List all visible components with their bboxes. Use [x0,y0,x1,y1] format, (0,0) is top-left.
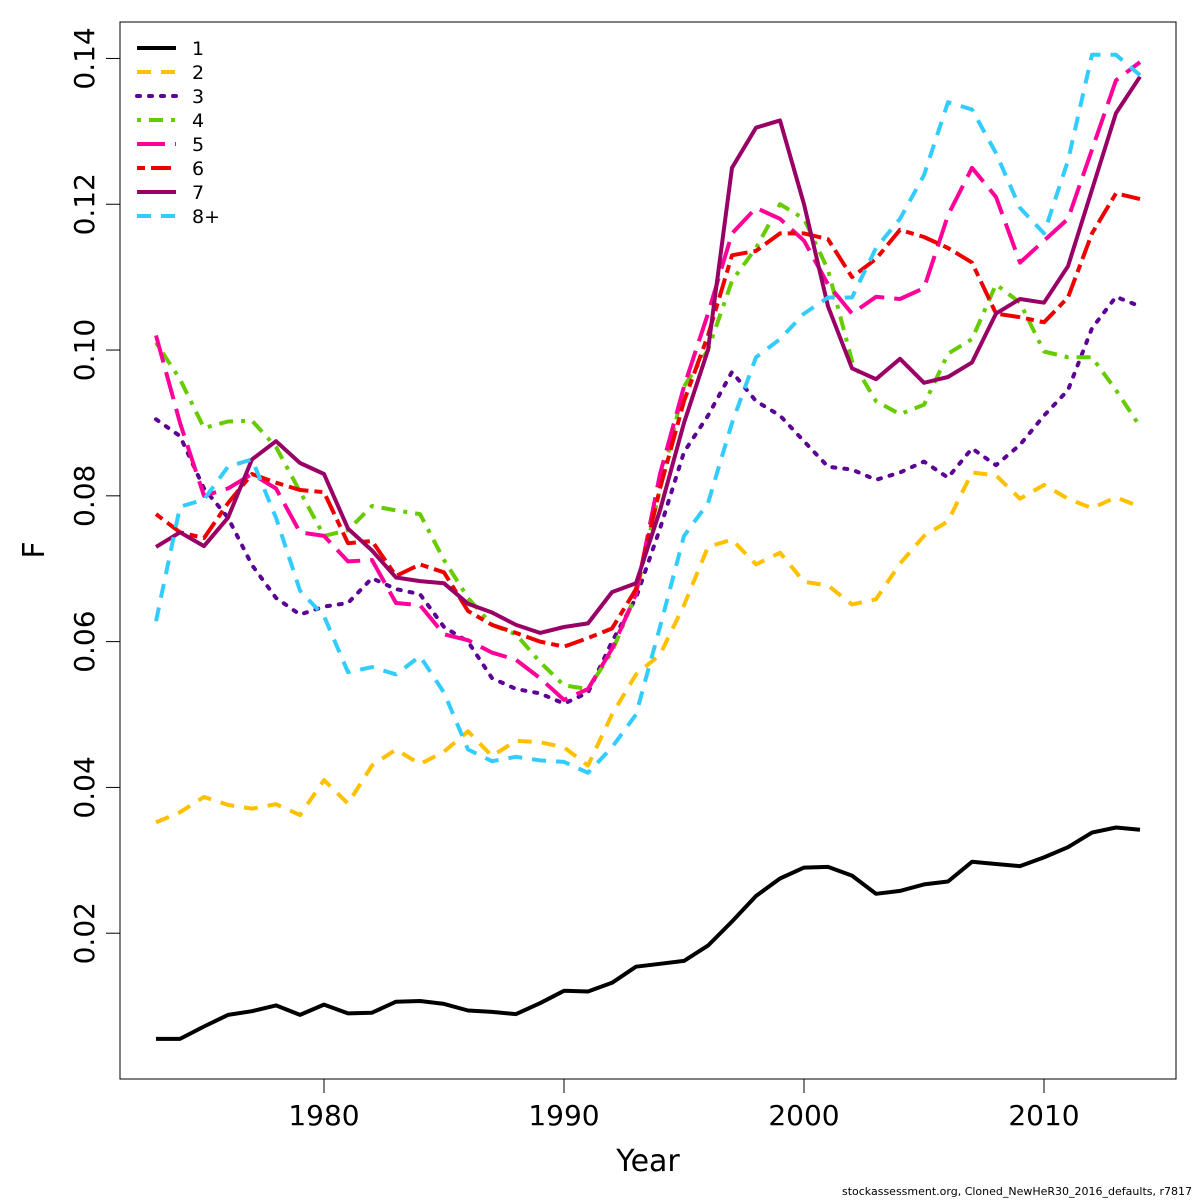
series-line-8plus [154,52,1142,775]
y-tick-label: 0.10 [68,319,101,381]
footer-credit: stockassessment.org, Cloned_NewHeR30_201… [841,1185,1192,1198]
legend-label: 7 [192,182,204,204]
series-line-1 [156,825,1141,1041]
plot-frame [119,21,1177,1080]
series-line-7 [154,75,1142,635]
legend-label: 2 [192,62,204,84]
legend-label: 3 [192,86,204,108]
series-layer [154,52,1142,1041]
y-tick-label: 0.14 [68,27,101,89]
y-tick-label: 0.02 [68,902,101,964]
legend-label: 8+ [192,206,220,228]
x-tick-label: 1990 [528,1099,599,1132]
x-axis-title: Year [615,1144,680,1179]
series-line-5 [154,60,1142,702]
series-line-2 [155,470,1141,825]
y-axis: 0.02 0.04 0.06 0.08 0.10 0.12 0.14 [68,27,120,964]
legend-label: 1 [192,38,204,60]
y-tick-label: 0.08 [68,465,101,527]
x-tick-label: 2000 [768,1099,839,1132]
series-line-3 [154,294,1142,706]
y-tick-label: 0.12 [68,173,101,235]
y-tick-label: 0.04 [68,756,101,818]
legend-label: 4 [192,110,204,132]
x-tick-label: 2010 [1008,1099,1079,1132]
x-axis: 1980 1990 2000 2010 [288,1079,1080,1132]
series-line-4 [154,202,1142,691]
legend-label: 5 [192,134,204,156]
x-tick-label: 1980 [288,1099,359,1132]
legend-label: 6 [192,158,204,180]
series-line-6 [154,191,1141,649]
y-axis-title: F [17,541,52,558]
y-tick-label: 0.06 [68,610,101,672]
